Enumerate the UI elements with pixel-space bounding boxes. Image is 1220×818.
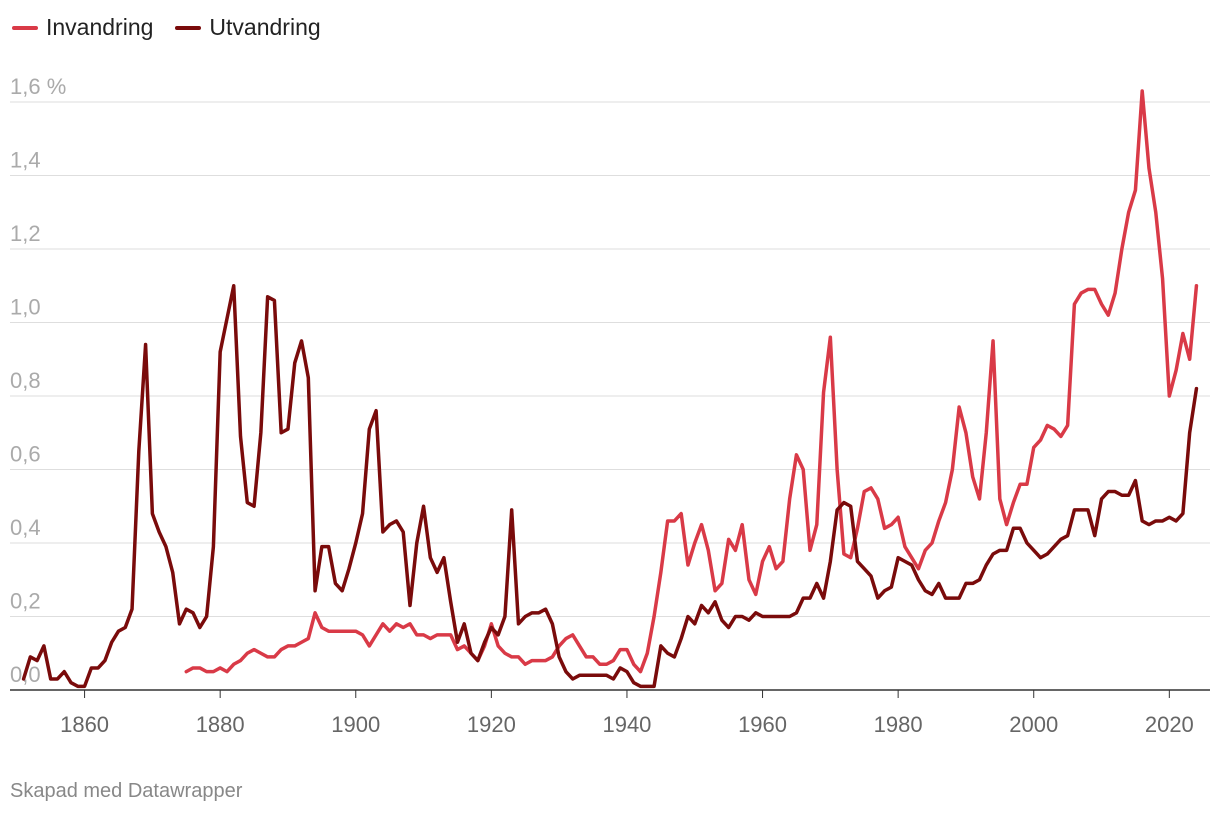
legend-swatch-utvandring	[175, 25, 202, 30]
y-tick-label: 1,0	[10, 295, 41, 320]
y-tick-label: 1,6 %	[10, 74, 66, 99]
y-tick-label: 1,4	[10, 148, 41, 173]
y-tick-label: 1,2	[10, 221, 41, 246]
y-tick-label: 0,6	[10, 442, 41, 467]
x-tick-label: 1880	[196, 712, 245, 737]
x-axis-ticks: 1860 1880 1900 1920 1940 1960 1980 2000 2020	[60, 690, 1194, 737]
y-tick-label: 0,8	[10, 368, 41, 393]
y-tick-label: 0,2	[10, 589, 41, 614]
series-line-utvandring[interactable]	[21, 284, 1199, 689]
x-tick-label: 1920	[467, 712, 516, 737]
series-line-invandring[interactable]	[184, 89, 1199, 674]
x-tick-label: 2020	[1145, 712, 1194, 737]
legend-swatch-invandring	[12, 25, 38, 30]
x-tick-label: 1960	[738, 712, 787, 737]
footer-credit: Skapad med Datawrapper	[10, 780, 243, 802]
series-lines	[21, 89, 1199, 689]
y-axis-ticks: 0,00,20,40,60,81,01,21,41,6 %	[10, 74, 66, 687]
legend-label-utvandring: Utvandring	[209, 14, 321, 40]
x-tick-label: 1900	[331, 712, 380, 737]
x-tick-label: 1860	[60, 712, 109, 737]
gridlines	[10, 101, 1210, 617]
legend-item-invandring[interactable]: Invandring	[12, 14, 153, 41]
x-tick-label: 1980	[874, 712, 923, 737]
x-tick-label: 1940	[602, 712, 651, 737]
legend: Invandring Utvandring	[12, 14, 321, 41]
x-tick-label: 2000	[1009, 712, 1058, 737]
y-tick-label: 0,4	[10, 515, 41, 540]
legend-item-utvandring[interactable]: Utvandring	[175, 14, 321, 41]
legend-label-invandring: Invandring	[46, 14, 154, 40]
